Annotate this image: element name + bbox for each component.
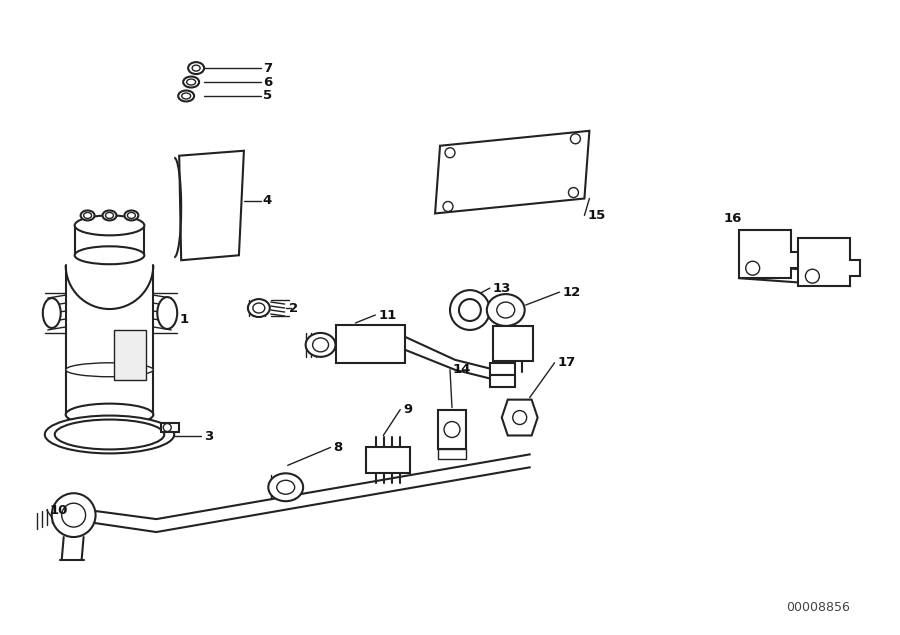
Ellipse shape — [128, 213, 135, 218]
Ellipse shape — [312, 338, 328, 352]
Text: 10: 10 — [50, 504, 68, 517]
Ellipse shape — [81, 210, 94, 220]
Ellipse shape — [487, 294, 525, 326]
Ellipse shape — [188, 62, 204, 74]
Text: 9: 9 — [403, 403, 412, 416]
Ellipse shape — [192, 65, 200, 71]
Ellipse shape — [66, 404, 153, 425]
Ellipse shape — [45, 415, 175, 453]
Circle shape — [51, 493, 95, 537]
Ellipse shape — [84, 213, 92, 218]
Bar — [366, 448, 410, 473]
Ellipse shape — [124, 210, 139, 220]
Bar — [438, 410, 466, 450]
Ellipse shape — [182, 93, 191, 99]
Text: 11: 11 — [378, 309, 397, 321]
Bar — [114, 330, 147, 380]
Circle shape — [450, 290, 490, 330]
Text: 5: 5 — [263, 90, 272, 102]
Ellipse shape — [497, 302, 515, 318]
Ellipse shape — [158, 297, 177, 329]
Text: 6: 6 — [263, 76, 272, 88]
Bar — [161, 422, 179, 432]
Text: 00008856: 00008856 — [787, 601, 850, 613]
Ellipse shape — [248, 299, 270, 317]
Circle shape — [62, 503, 86, 527]
Ellipse shape — [103, 210, 116, 220]
Text: 16: 16 — [724, 212, 742, 225]
Circle shape — [746, 261, 760, 275]
Bar — [490, 363, 515, 375]
Ellipse shape — [184, 77, 199, 88]
Circle shape — [163, 424, 171, 432]
Polygon shape — [435, 131, 590, 213]
Bar — [336, 325, 405, 363]
Ellipse shape — [178, 91, 194, 102]
Ellipse shape — [43, 298, 60, 328]
Text: 1: 1 — [179, 314, 188, 326]
Text: 14: 14 — [453, 363, 472, 377]
Text: 13: 13 — [493, 282, 511, 295]
Text: 15: 15 — [588, 209, 606, 222]
Circle shape — [806, 269, 819, 283]
Text: 8: 8 — [334, 441, 343, 454]
Ellipse shape — [75, 215, 144, 236]
Bar — [493, 326, 533, 361]
Bar — [438, 450, 466, 459]
Text: 4: 4 — [263, 194, 272, 207]
Ellipse shape — [277, 480, 294, 494]
Ellipse shape — [75, 246, 144, 264]
Text: 7: 7 — [263, 62, 272, 74]
Circle shape — [443, 201, 453, 211]
Ellipse shape — [105, 213, 113, 218]
Ellipse shape — [55, 420, 165, 450]
Text: 12: 12 — [562, 286, 580, 298]
Polygon shape — [179, 150, 244, 260]
Ellipse shape — [75, 436, 144, 452]
Ellipse shape — [66, 363, 153, 377]
Circle shape — [444, 422, 460, 438]
Ellipse shape — [186, 79, 195, 85]
Polygon shape — [502, 399, 537, 436]
Circle shape — [569, 187, 579, 197]
Polygon shape — [798, 238, 860, 286]
Bar — [490, 375, 515, 387]
Text: 17: 17 — [557, 356, 576, 370]
Ellipse shape — [253, 303, 265, 313]
Circle shape — [513, 411, 526, 425]
Text: 3: 3 — [204, 430, 213, 443]
Ellipse shape — [268, 473, 303, 501]
Circle shape — [445, 148, 455, 157]
Ellipse shape — [306, 333, 336, 357]
Circle shape — [571, 134, 580, 144]
Text: 2: 2 — [289, 302, 298, 314]
Circle shape — [459, 299, 481, 321]
Polygon shape — [739, 231, 800, 278]
